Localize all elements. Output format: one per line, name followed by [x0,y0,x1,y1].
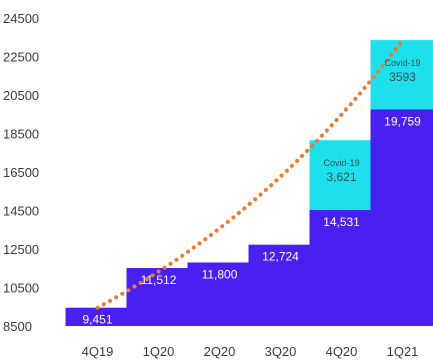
covid-value-1Q21: 3593 [389,70,416,84]
covid-value-4Q20: 3,621 [326,170,356,184]
x-tick-label: 4Q20 [326,344,358,359]
bar-1Q21 [370,109,433,326]
x-axis: 4Q19 1Q20 2Q20 3Q20 4Q20 1Q21 [82,344,419,359]
covid-bar-1Q21 [370,40,433,110]
covid-label-1Q21: Covid-19 [384,58,420,68]
y-tick-label: 12500 [3,242,39,257]
x-tick-label: 2Q20 [204,344,236,359]
trendline [95,38,405,310]
bar-4Q20 [309,209,374,326]
value-label-4Q19: 9,451 [82,313,112,327]
x-tick-label: 1Q21 [387,344,419,359]
bar-3Q20 [248,244,313,326]
value-label-1Q21: 19,759 [384,114,421,128]
bar-4Q19 [65,307,130,326]
y-tick-label: 14500 [3,204,39,219]
x-tick-label: 1Q20 [143,344,175,359]
value-label-2Q20: 11,800 [202,267,238,281]
bars [65,40,433,326]
y-tick-label: 18500 [3,127,39,142]
y-axis: 24500 22500 20500 18500 16500 14500 12500 10500… [3,11,39,334]
y-tick-label: 22500 [3,50,39,65]
y-tick-label: 8500 [3,319,32,334]
y-tick-label: 24500 [3,11,39,26]
y-tick-label: 16500 [3,165,39,180]
covid-bar-4Q20 [309,140,374,210]
x-tick-label: 3Q20 [265,344,297,359]
bar-2Q20 [187,262,252,326]
value-label-3Q20: 12,724 [262,250,299,264]
bar-labels: 9,451 11,512 11,800 12,724 14,531 Covid-19 3,6… [82,58,421,327]
value-label-1Q20: 11,512 [141,273,177,287]
y-tick-label: 10500 [3,281,39,296]
value-label-4Q20: 14,531 [323,215,360,229]
trendline-path [95,38,405,310]
x-tick-label: 4Q19 [82,344,114,359]
y-tick-label: 20500 [3,88,39,103]
covid-label-4Q20: Covid-19 [323,158,359,168]
bar-1Q20 [126,268,191,326]
